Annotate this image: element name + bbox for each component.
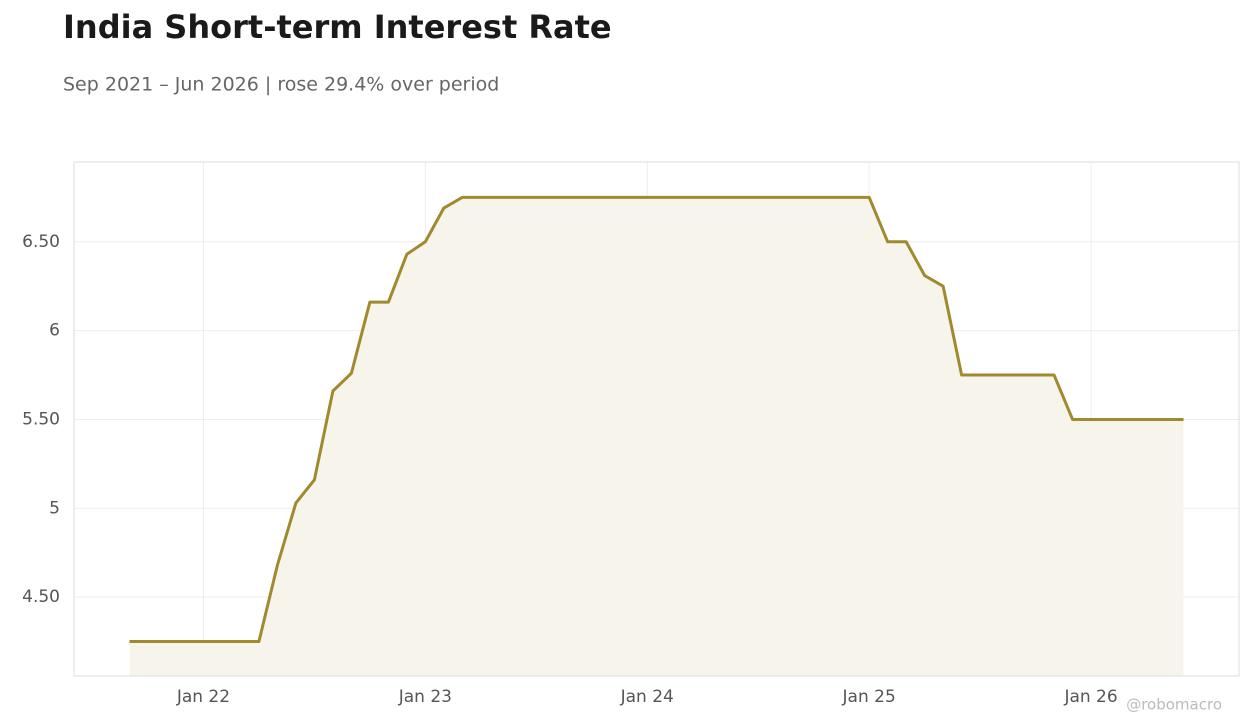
x-tick-label: Jan 23 (398, 687, 452, 707)
x-tick-label: Jan 22 (176, 687, 230, 707)
y-tick-label: 5 (49, 498, 60, 518)
chart-subtitle: Sep 2021 – Jun 2026 | rose 29.4% over pe… (63, 74, 499, 96)
chart-title: India Short-term Interest Rate (63, 8, 612, 46)
x-tick-label: Jan 25 (842, 687, 896, 707)
x-tick-label: Jan 26 (1063, 687, 1117, 707)
y-tick-label: 5.50 (22, 409, 60, 429)
y-tick-label: 6.50 (22, 232, 60, 252)
y-tick-label: 4.50 (22, 587, 60, 607)
area-fill (129, 197, 1184, 676)
watermark: @robomacro (1126, 696, 1222, 714)
plot-frame (73, 161, 1240, 677)
line (129, 195, 1184, 644)
x-tick-label: Jan 24 (620, 687, 674, 707)
y-tick-label: 6 (49, 321, 60, 341)
